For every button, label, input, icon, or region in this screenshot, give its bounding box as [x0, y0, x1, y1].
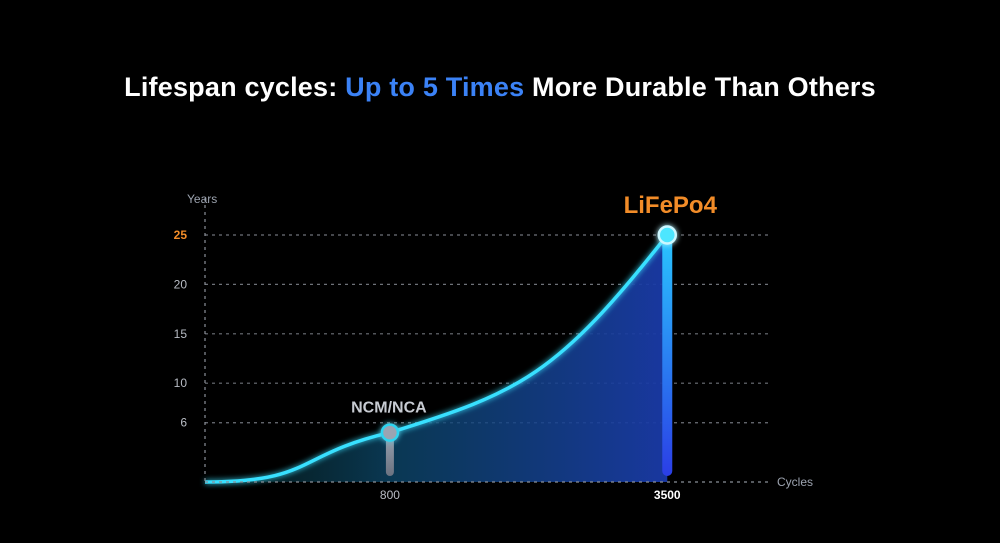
- x-axis-title: Cycles: [777, 475, 813, 489]
- y-tick-label: 6: [180, 416, 187, 430]
- marker-bars: [385, 235, 673, 476]
- y-axis-title: Years: [187, 192, 217, 206]
- page-title: Lifespan cycles: Up to 5 Times More Dura…: [0, 72, 1000, 103]
- marker-bar: [385, 432, 394, 476]
- point-label: NCM/NCA: [351, 400, 427, 417]
- y-tick-label: 15: [174, 327, 188, 341]
- area-fill: [205, 235, 668, 482]
- series-line: [204, 233, 669, 484]
- y-tick-label: 20: [174, 277, 188, 291]
- markers: NCM/NCA LiFePo4: [351, 192, 718, 442]
- title-prefix: Lifespan cycles:: [124, 72, 346, 102]
- data-point: [380, 423, 400, 442]
- y-tick-label: 25: [174, 228, 188, 242]
- axes: [204, 198, 770, 483]
- marker-bar: [662, 235, 673, 476]
- point-label: LiFePo4: [624, 192, 718, 219]
- tick-labels: 6 10 15 20 25 Years Cycles 800 3500: [174, 192, 813, 502]
- title-suffix: More Durable Than Others: [524, 72, 876, 102]
- x-tick-label: 3500: [654, 488, 681, 502]
- data-point: [657, 225, 678, 245]
- y-tick-label: 10: [174, 376, 188, 390]
- x-tick-label: 800: [380, 488, 400, 502]
- grid-lines: [205, 234, 770, 424]
- title-highlight: Up to 5 Times: [345, 72, 525, 102]
